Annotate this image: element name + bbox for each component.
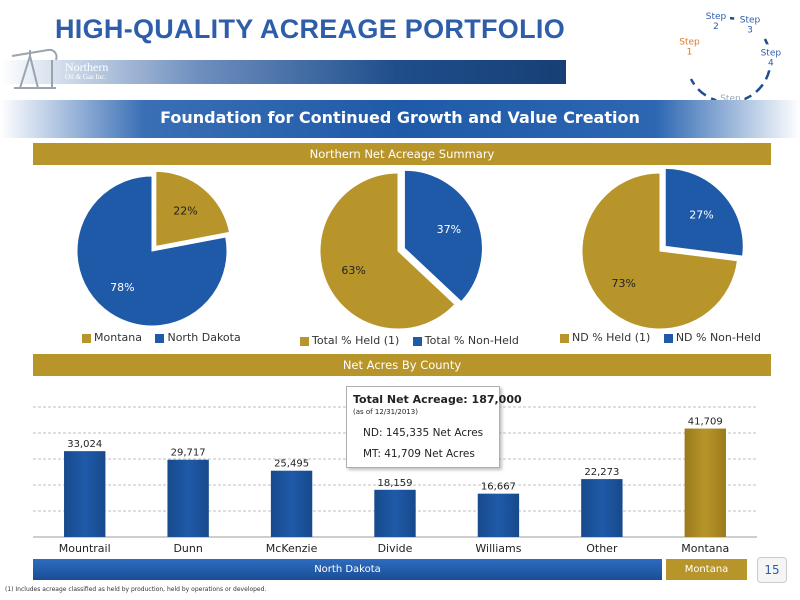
category-label: Dunn <box>173 542 202 555</box>
legend-swatch <box>155 333 165 343</box>
bar <box>374 489 416 537</box>
pie-chart-state: 22% 78% <box>76 170 231 327</box>
bar-value-label: 18,159 <box>378 478 413 489</box>
cycle-arrow <box>689 16 772 104</box>
step-node <box>702 8 731 35</box>
legend-label: North Dakota <box>167 331 241 344</box>
category-label: Montana <box>681 542 729 555</box>
pie-slice <box>76 175 228 327</box>
pie-slice <box>664 167 744 257</box>
category-label: McKenzie <box>266 542 318 555</box>
category-label: Other <box>586 542 618 555</box>
callout-total: Total Net Acreage: 187,000 <box>353 393 522 406</box>
legend-swatch <box>82 333 91 343</box>
pie-slice <box>403 169 483 303</box>
pumpjack-logo-icon <box>11 48 58 89</box>
bar-value-label: 16,667 <box>481 482 516 493</box>
summary-section-header: Northern Net Acreage Summary <box>33 143 771 165</box>
callout-nd: ND: 145,335 Net Acres <box>363 427 484 439</box>
page-number: 15 <box>757 557 787 583</box>
legend-label: Total % Held (1) <box>312 334 400 347</box>
bar <box>270 470 313 537</box>
pie-chart-nd-held: 27% 73% <box>581 167 744 330</box>
bar <box>581 479 623 537</box>
legend-swatch <box>560 333 569 343</box>
group-label-montana: Montana <box>666 559 747 580</box>
legend-label: ND % Non-Held <box>675 331 761 344</box>
legend-item: Montana <box>82 331 142 344</box>
logo-bar <box>0 60 566 84</box>
bar <box>64 451 106 537</box>
legend-item: ND % Held (1) <box>560 331 650 344</box>
bar-chart-county: 33,024 Mountrail 29,717 Dunn 25,495 McKenzie 1… <box>33 406 757 555</box>
total-acreage-callout: Total Net Acreage: 187,000 (as of 12/31/… <box>346 386 522 468</box>
step-label: Step 1 <box>679 38 700 58</box>
step-label: Step 4 <box>761 48 782 68</box>
bar-value-label: 25,495 <box>274 459 309 470</box>
pie-legend-total: Total % Held (1) Total % Non-Held <box>300 334 529 347</box>
bar-value-label: 41,709 <box>688 417 723 428</box>
subtitle: Foundation for Continued Growth and Valu… <box>160 108 640 127</box>
logo-text: Northern Oil & Gas Inc. <box>65 60 109 82</box>
category-label: Divide <box>378 542 413 555</box>
group-label-north-dakota: North Dakota <box>33 559 662 580</box>
bar <box>684 428 726 537</box>
legend-swatch <box>300 336 309 346</box>
logo-name: Northern <box>65 60 109 74</box>
legend-item: North Dakota <box>155 331 241 344</box>
pie-value-label: 78% <box>110 281 134 294</box>
pie-value-label: 63% <box>341 264 365 277</box>
step-node <box>756 44 785 71</box>
pie-value-label: 27% <box>689 208 713 221</box>
page-title: HIGH-QUALITY ACREAGE PORTFOLIO <box>55 14 566 44</box>
legend-item: Total % Held (1) <box>300 334 399 347</box>
step-label: Step 2 <box>706 12 727 32</box>
step-node <box>736 11 764 38</box>
category-label: Mountrail <box>59 542 111 555</box>
bar-value-label: 29,717 <box>171 448 206 459</box>
bar-value-label: 33,024 <box>67 439 102 450</box>
pie-legend-state: Montana North Dakota <box>82 331 251 344</box>
category-label: Williams <box>475 542 521 555</box>
pie-value-label: 22% <box>173 205 197 218</box>
pie-value-label: 73% <box>611 277 635 290</box>
pie-legend-nd: ND % Held (1) ND % Non-Held <box>560 331 771 344</box>
pie-slice <box>155 170 231 247</box>
pie-value-label: 37% <box>437 223 461 236</box>
step-node <box>675 33 704 60</box>
callout-mt: MT: 41,709 Net Acres <box>363 448 475 460</box>
bar <box>477 493 520 537</box>
legend-label: ND % Held (1) <box>572 331 651 344</box>
legend-swatch <box>663 333 673 343</box>
legend-item: Total % Non-Held <box>412 334 519 347</box>
subtitle-banner <box>0 100 800 138</box>
footnote: (1) Includes acreage classified as held … <box>5 586 267 593</box>
legend-swatch <box>412 336 422 346</box>
legend-label: Total % Non-Held <box>424 334 519 347</box>
step-label: Step 3 <box>740 16 761 36</box>
legend-item: ND % Non-Held <box>663 331 761 344</box>
bar-value-label: 22,273 <box>584 467 619 478</box>
logo-tagline: Oil & Gas Inc. <box>65 73 107 81</box>
callout-date: (as of 12/31/2013) <box>353 408 418 416</box>
bar <box>167 459 209 537</box>
county-section-header: Net Acres By County <box>33 354 771 376</box>
pie-chart-total-held: 37% 63% <box>319 169 483 330</box>
legend-label: Montana <box>94 331 142 344</box>
pie-slice <box>581 172 738 330</box>
pie-slice <box>319 172 456 330</box>
